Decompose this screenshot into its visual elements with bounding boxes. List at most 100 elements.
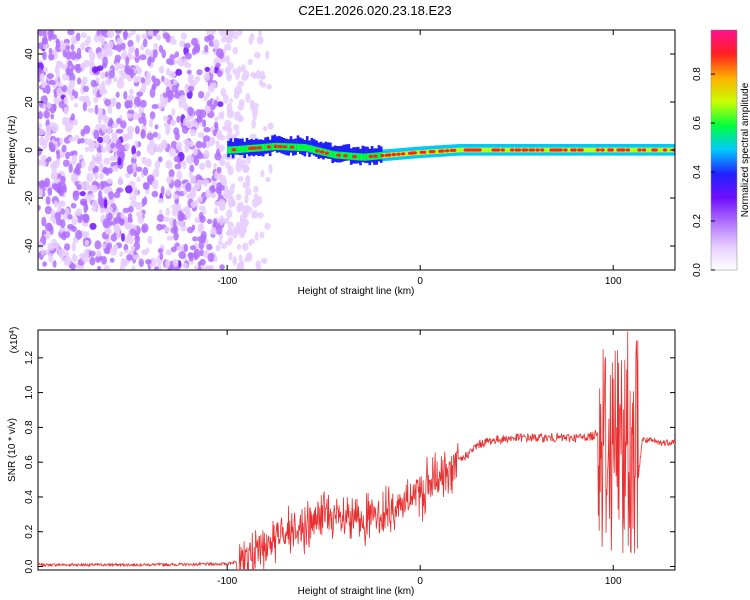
noise-cell — [125, 172, 131, 179]
noise-cell — [82, 213, 90, 224]
noise-cell — [265, 176, 271, 183]
noise-cell — [199, 249, 205, 257]
noise-cell — [117, 63, 125, 70]
noise-cell — [207, 252, 215, 263]
noise-cell — [138, 106, 144, 115]
noise-cell — [153, 42, 158, 50]
signal-peak — [558, 148, 563, 152]
noise-cell — [239, 225, 246, 236]
noise-cell — [117, 157, 122, 166]
noise-cell — [101, 243, 106, 249]
noise-cell — [50, 170, 58, 180]
noise-cell — [105, 143, 112, 152]
noise-cell — [46, 156, 52, 163]
noise-cell — [137, 215, 144, 224]
noise-cell — [197, 152, 204, 160]
noise-cell — [221, 178, 228, 186]
snr-y-ticks: 0.0 0.2 0.4 0.6 0.8 1.0 1.2 — [24, 350, 675, 573]
noise-cell — [254, 51, 261, 59]
noise-cell — [94, 104, 99, 115]
noise-cell — [176, 115, 181, 123]
noise-cell — [232, 231, 238, 239]
signal-peak — [315, 149, 320, 153]
signal-core — [340, 151, 344, 159]
noise-cell — [79, 137, 86, 144]
noise-cell — [130, 30, 136, 36]
noise-cell — [207, 264, 215, 270]
noise-cell — [182, 160, 187, 170]
signal-core — [488, 147, 492, 153]
noise-cell — [145, 48, 151, 56]
noise-cell — [216, 167, 222, 174]
noise-cell — [228, 251, 233, 261]
noise-cell — [174, 179, 182, 188]
noise-cell — [158, 65, 165, 74]
noise-cell — [224, 189, 231, 199]
snr-y-tick-label: 0.4 — [24, 490, 35, 504]
signal-peak — [445, 149, 450, 153]
noise-cell — [100, 71, 106, 80]
noise-cell — [168, 147, 177, 157]
noise-cell — [45, 222, 53, 232]
noise-cell — [219, 30, 225, 37]
signal-core — [264, 143, 267, 151]
noise-cell — [56, 87, 63, 97]
noise-cell — [183, 243, 189, 253]
noise-cell — [87, 107, 95, 113]
noise-cell — [218, 201, 226, 208]
noise-cell — [244, 194, 249, 204]
noise-cell — [70, 44, 75, 51]
noise-cell — [190, 200, 197, 209]
noise-cell — [89, 160, 96, 169]
noise-cell — [190, 174, 197, 184]
noise-cell — [171, 208, 179, 217]
noise-cell — [119, 266, 125, 270]
snr-y-tick-label: 1.2 — [24, 350, 35, 364]
noise-cell — [141, 33, 148, 40]
signal-peak — [621, 148, 626, 152]
signal-peak — [500, 148, 505, 152]
noise-cell — [38, 159, 42, 167]
noise-cell — [115, 128, 124, 134]
noise-cell — [135, 47, 139, 58]
noise-cell — [40, 248, 45, 256]
signal-core — [630, 147, 633, 153]
noise-cell — [75, 208, 83, 216]
noise-cell — [225, 161, 231, 170]
signal-core — [426, 149, 429, 155]
colorbar-frame — [710, 29, 738, 271]
noise-cell — [38, 180, 45, 188]
signal-peak — [421, 150, 427, 154]
noise-cell — [172, 193, 179, 200]
signal-core — [667, 147, 670, 153]
noise-cell — [169, 54, 176, 60]
noise-cell — [259, 70, 266, 80]
noise-cell — [225, 67, 231, 76]
noise-cell — [107, 212, 113, 221]
noise-cell — [116, 117, 122, 125]
signal-core — [356, 153, 360, 161]
noise-cell — [168, 90, 174, 101]
noise-cell — [101, 147, 107, 153]
signal-peak — [516, 148, 522, 152]
signal-core — [583, 147, 587, 153]
noise-cell — [38, 111, 43, 120]
noise-cell — [193, 251, 199, 261]
noise-cell — [82, 102, 87, 112]
noise-cell — [134, 231, 140, 240]
noise-cell — [179, 40, 186, 48]
noise-cell — [110, 142, 116, 149]
snr-panel: -100 0 100 0.0 0.2 0.4 0.6 0.8 1.0 1.2 Height of… — [7, 327, 676, 597]
spectrogram-panel: -100 0 100 -40 -20 0 20 40 Height of straight … — [7, 29, 676, 297]
signal-core — [632, 147, 636, 153]
noise-cell — [80, 32, 87, 39]
noise-cell — [44, 134, 50, 144]
noise-cell — [78, 154, 84, 160]
noise-cell — [215, 140, 220, 149]
noise-cell — [93, 96, 99, 103]
noise-cell — [161, 49, 166, 59]
noise-cell — [176, 170, 183, 181]
noise-cell — [111, 131, 118, 139]
noise-cell — [251, 211, 256, 219]
